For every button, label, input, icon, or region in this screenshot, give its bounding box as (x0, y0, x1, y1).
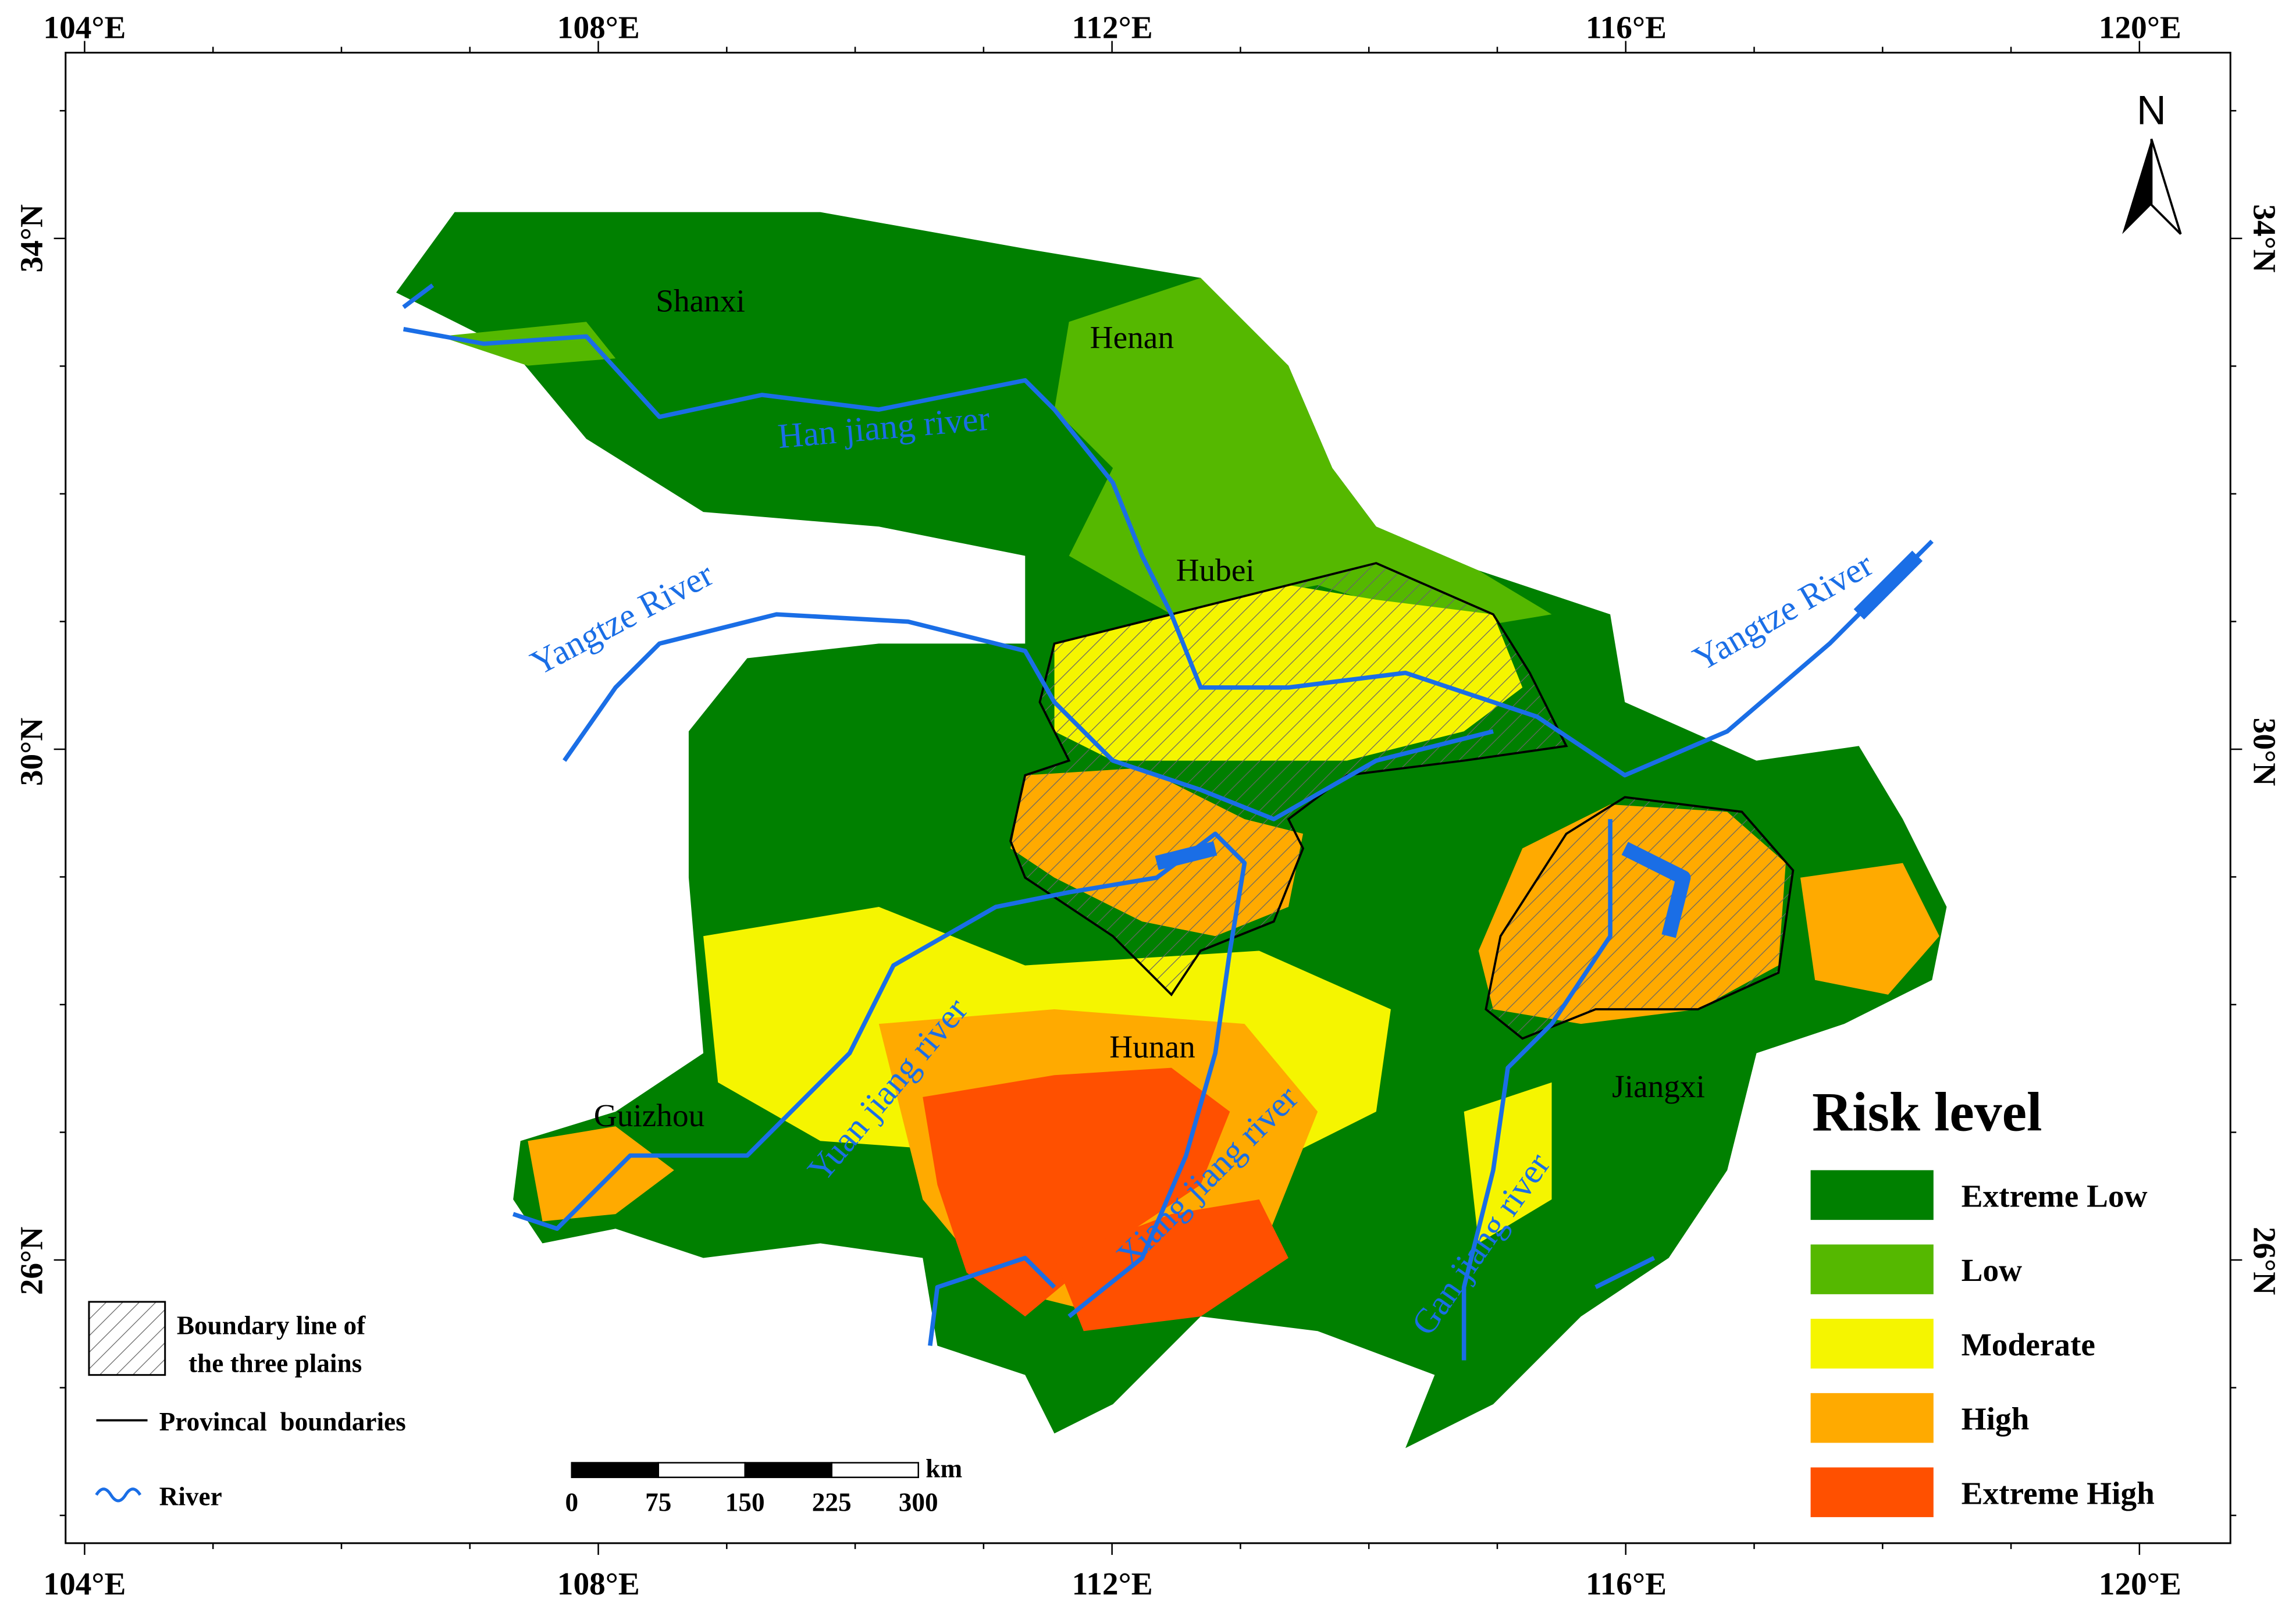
north-label: N (2137, 87, 2166, 133)
legend-swatch (1810, 1170, 1934, 1220)
scale-bar: 0 75 150 225 300 (565, 1462, 938, 1517)
x-axis-label: 104°E (43, 9, 126, 45)
x-axis-label: 108°E (557, 1566, 640, 1601)
legend-label: River (159, 1482, 222, 1511)
region-extreme-high (1054, 1199, 1288, 1332)
north-arrow (2122, 138, 2152, 234)
x-axis-label: 120°E (2099, 1566, 2181, 1601)
y-axis-label: 34°N (14, 204, 49, 272)
axis-labels: 104°E 104°E 108°E 108°E 112°E 112°E 116°E 116°E… (14, 9, 2283, 1601)
scale-segment (744, 1462, 832, 1478)
river (1461, 819, 1656, 1361)
x-axis-label: 112°E (1072, 9, 1153, 45)
place-label: Hunan (1109, 1029, 1195, 1065)
river (402, 283, 1934, 778)
lake (1155, 550, 1923, 938)
region-extreme-high (923, 1067, 1230, 1317)
scale-unit: km (925, 1454, 962, 1483)
place-label: Guizhou (594, 1098, 705, 1133)
legend-label: Extreme Low (1962, 1179, 2148, 1214)
rivers (402, 283, 1934, 1361)
map-frame (65, 52, 2231, 1544)
legend-label: the three plains (188, 1349, 362, 1378)
place-label: Henan (1090, 319, 1174, 355)
scale-segment (571, 1462, 660, 1478)
y-axis-label: 34°N (2247, 204, 2282, 272)
scale-label: 300 (899, 1488, 938, 1517)
scale-label: 225 (812, 1488, 852, 1517)
legend-swatch (1810, 1467, 1934, 1518)
legend-swatch (1810, 1244, 1934, 1294)
legend-label: High (1962, 1401, 2030, 1437)
x-axis-label: 108°E (557, 9, 640, 45)
plains-boundary (1009, 562, 1568, 996)
place-label: Hubei (1176, 552, 1255, 588)
legend-label: Extreme High (1962, 1475, 2155, 1511)
river (512, 831, 1247, 1319)
legend-title: Risk level (1812, 1081, 2042, 1143)
legend-swatch (1810, 1393, 1934, 1443)
x-axis-label: 120°E (2099, 9, 2181, 45)
legend-label: Moderate (1962, 1327, 2095, 1362)
scale-label: 150 (725, 1488, 765, 1517)
x-axis-label: 112°E (1072, 1566, 1153, 1601)
plains-swatch (88, 1301, 166, 1376)
region-high (1800, 863, 1939, 995)
legend: Extreme Low Low Moderate High Extreme High (1810, 1170, 2155, 1518)
place-label: Jiangxi (1612, 1069, 1705, 1104)
x-axis-label: 104°E (43, 1566, 126, 1601)
y-axis-label: 30°N (14, 718, 49, 786)
region-low (1054, 277, 1552, 629)
frame-ticks (54, 41, 2242, 1555)
scale-segment (831, 1462, 919, 1478)
river-swatch (95, 1487, 142, 1503)
y-axis-label: 26°N (2247, 1227, 2282, 1295)
north-arrow (2150, 138, 2182, 235)
y-axis-label: 26°N (14, 1227, 49, 1295)
legend-label: Low (1962, 1252, 2023, 1288)
scale-label: 0 (565, 1488, 578, 1517)
plains-boundary (1485, 796, 1795, 1040)
legend-label: Boundary line of (177, 1311, 366, 1340)
region-low (440, 322, 616, 366)
y-axis-label: 30°N (2247, 718, 2282, 786)
river (928, 1255, 1056, 1346)
scale-segment (657, 1462, 746, 1478)
river (563, 612, 1494, 821)
scale-label: 75 (645, 1488, 671, 1517)
x-axis-label: 116°E (1586, 1566, 1667, 1601)
x-axis-label: 116°E (1586, 9, 1667, 45)
place-label: Shanxi (656, 283, 745, 319)
legend-label: Provincal boundaries (159, 1407, 406, 1436)
legend-swatch (1810, 1319, 1934, 1369)
